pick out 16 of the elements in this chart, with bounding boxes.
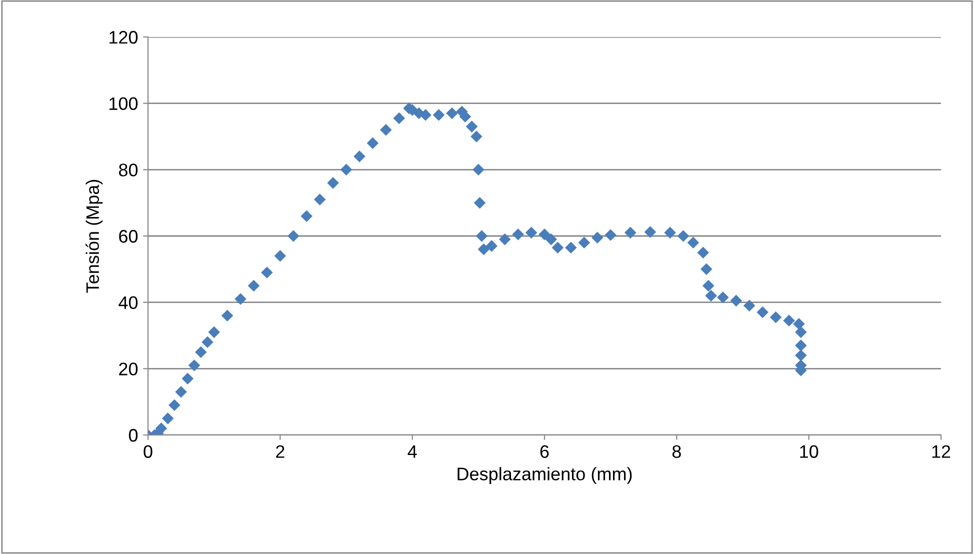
y-tick-label: 100 [110, 97, 138, 110]
y-tick-label: 120 [110, 30, 138, 44]
x-tick-label: 2 [276, 445, 284, 458]
y-tick-label: 0 [128, 428, 138, 442]
x-tick-label: 12 [932, 445, 950, 458]
x-tick-label: 10 [800, 445, 818, 458]
y-axis-title: Tensión (Mpa) [86, 180, 103, 293]
y-tick-label: 40 [118, 296, 138, 310]
x-tick-label: 6 [540, 445, 549, 458]
x-tick-label: 0 [144, 445, 152, 458]
x-tick-label: 4 [408, 445, 417, 458]
x-axis-title: Desplazamiento (mm) [458, 467, 632, 484]
y-tick-label: 80 [118, 164, 138, 176]
y-tick-label: 60 [119, 230, 138, 243]
y-tick-label: 20 [119, 362, 138, 376]
x-tick-label: 8 [672, 445, 681, 458]
